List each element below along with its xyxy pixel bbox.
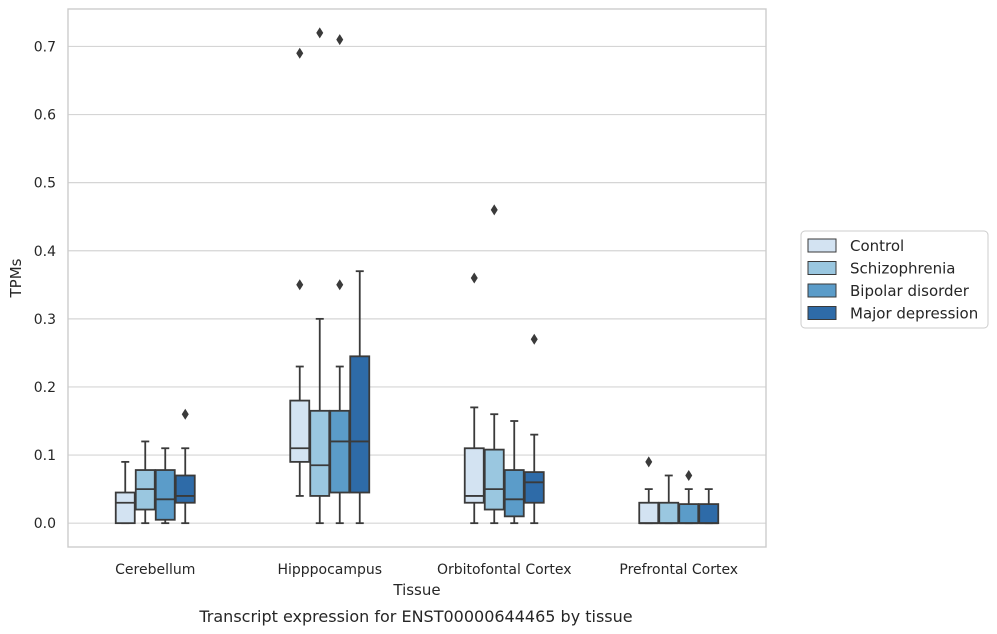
box-plot-series <box>114 27 720 525</box>
box-1-2 <box>329 34 351 525</box>
y-tick-label: 0.5 <box>34 176 56 192</box>
y-axis-label: TPMs <box>7 258 25 298</box>
y-tick-label: 0.7 <box>34 39 56 55</box>
x-axis-ticks: Cerebellum Hipppocampus Orbitofontal Corte… <box>115 562 738 578</box>
outlier-marker <box>316 27 324 39</box>
outlier-marker <box>530 333 538 345</box>
box-1-1 <box>309 27 331 525</box>
legend-label: Schizophrenia <box>850 260 955 278</box>
box-body <box>329 409 351 494</box>
y-tick-label: 0.4 <box>34 244 56 260</box>
box-0-0 <box>114 460 136 525</box>
box-3-1 <box>658 474 680 525</box>
x-axis-label: Tissue <box>392 581 440 599</box>
legend-label: Major depression <box>850 305 978 323</box>
outlier-marker <box>645 456 653 468</box>
box-0-3 <box>174 408 196 525</box>
outlier-marker <box>490 204 498 216</box>
box-body <box>349 355 371 494</box>
outlier-marker <box>296 279 304 291</box>
box-3-3 <box>698 488 720 525</box>
legend-swatch <box>807 306 837 320</box>
y-axis-ticks: 0.0 0.1 0.2 0.3 0.4 0.5 0.6 0.7 <box>34 39 56 532</box>
y-tick-label: 0.0 <box>34 516 56 532</box>
box-0-2 <box>154 447 176 525</box>
outlier-marker <box>470 272 478 284</box>
box-body <box>154 469 176 521</box>
box-1-0 <box>289 47 311 497</box>
y-tick-label: 0.6 <box>34 108 56 124</box>
box-3-2 <box>678 469 700 525</box>
legend-frame <box>800 230 989 329</box>
box-body <box>523 471 545 504</box>
legend: Control Schizophrenia Bipolar disorder Majo… <box>800 230 989 329</box>
legend-label: Bipolar disorder <box>850 282 970 300</box>
box-body <box>289 399 311 463</box>
box-body <box>503 469 525 518</box>
box-2-3 <box>523 333 545 525</box>
outlier-marker <box>685 469 693 481</box>
x-tick-label: Prefrontal Cortex <box>619 562 738 578</box>
legend-label: Control <box>850 237 904 255</box>
x-tick-label: Hipppocampus <box>277 562 382 578</box>
x-tick-label: Orbitofontal Cortex <box>437 562 572 578</box>
y-tick-label: 0.3 <box>34 312 56 328</box>
box-1-3 <box>349 270 371 525</box>
outlier-marker <box>336 34 344 46</box>
box-3-0 <box>638 456 660 525</box>
outlier-marker <box>336 279 344 291</box>
y-tick-label: 0.2 <box>34 380 56 396</box>
chart-title: Transcript expression for ENST0000064446… <box>198 607 632 626</box>
box-body <box>658 501 680 525</box>
box-body <box>698 503 720 525</box>
box-body <box>463 447 485 504</box>
x-tick-label: Cerebellum <box>115 562 195 578</box>
legend-swatch <box>807 238 837 253</box>
gridlines <box>68 45 766 524</box>
box-body <box>174 474 196 504</box>
box-body <box>309 409 331 497</box>
legend-swatch <box>807 283 837 298</box>
box-body <box>678 503 700 525</box>
box-2-1 <box>483 204 505 525</box>
outlier-marker <box>296 47 304 59</box>
box-2-2 <box>503 420 525 525</box>
box-body <box>638 501 660 525</box>
box-2-0 <box>463 272 485 525</box>
box-0-1 <box>134 440 156 525</box>
box-body <box>483 448 505 511</box>
plot-frame <box>67 8 767 548</box>
y-tick-label: 0.1 <box>34 448 56 464</box>
box-body <box>114 491 136 525</box>
legend-swatch <box>807 261 837 275</box>
outlier-marker <box>181 408 189 420</box>
